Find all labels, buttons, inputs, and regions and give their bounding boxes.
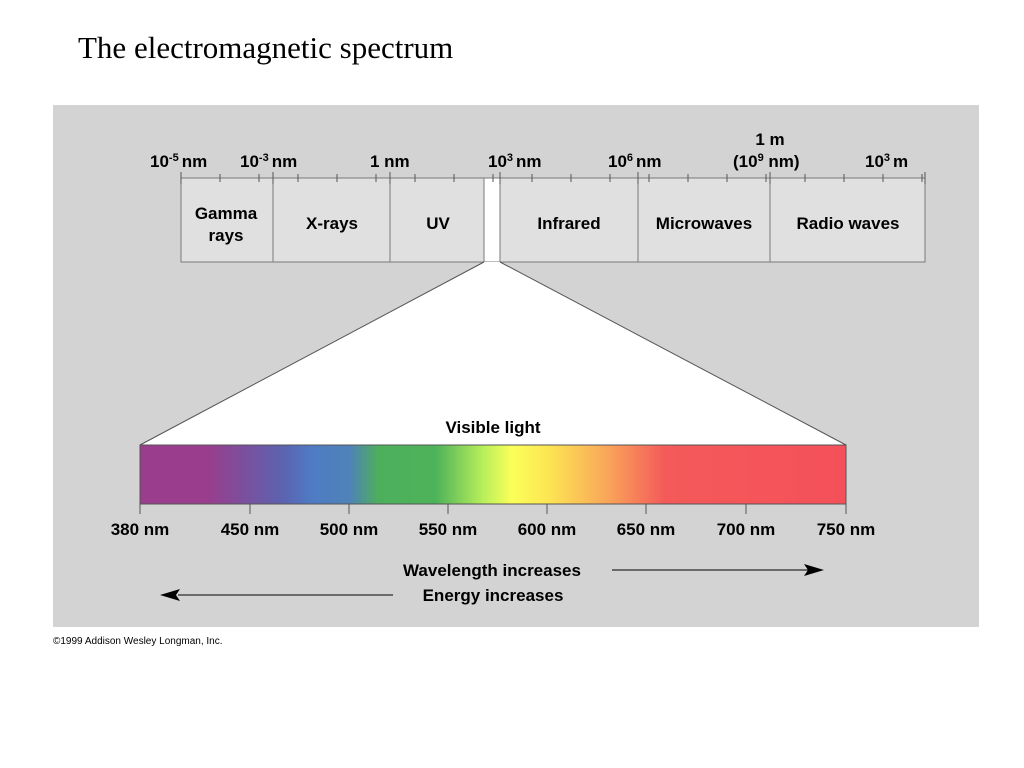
band-label-gamma-2: rays (209, 226, 244, 245)
visible-tick-label: 380 nm (111, 520, 170, 539)
visible-tick-label: 650 nm (617, 520, 676, 539)
visible-tick-label: 450 nm (221, 520, 280, 539)
band-label-infrared: Infrared (537, 214, 600, 233)
em-tick-label: 106 nm (608, 152, 662, 171)
visible-spectrum-bar (139, 444, 847, 505)
em-band-box (180, 177, 926, 263)
visible-tick-label: 750 nm (817, 520, 876, 539)
visible-light-label: Visible light (445, 418, 540, 437)
band-label-gamma: Gamma (195, 204, 258, 223)
energy-arrow-head (160, 589, 180, 601)
visible-tick-label: 700 nm (717, 520, 776, 539)
visible-tick-label: 500 nm (320, 520, 379, 539)
em-tick-label: 1 nm (370, 152, 410, 171)
visible-band-slot (483, 177, 501, 263)
zoom-line-right (499, 261, 847, 446)
one-meter-nm-label: (109 nm) (733, 152, 800, 171)
energy-label: Energy increases (423, 586, 564, 605)
band-label-uv: UV (426, 214, 450, 233)
band-label-microwaves: Microwaves (656, 214, 752, 233)
page-title: The electromagnetic spectrum (78, 30, 454, 65)
wavelength-label: Wavelength increases (403, 561, 581, 580)
copyright-note: ©1999 Addison Wesley Longman, Inc. (53, 636, 223, 647)
em-scale-ticks (180, 172, 926, 184)
em-tick-label: 103 nm (488, 152, 542, 171)
one-meter-label: 1 m (755, 130, 784, 149)
zoom-fan (140, 262, 846, 445)
em-tick-label: 10-5 nm (150, 152, 207, 171)
visible-tick-label: 600 nm (518, 520, 577, 539)
em-tick-label: 10-3 nm (240, 152, 297, 171)
wavelength-arrow-head (804, 564, 824, 576)
band-label-radio: Radio waves (797, 214, 900, 233)
visible-tick-label: 550 nm (419, 520, 478, 539)
band-label-xrays: X-rays (306, 214, 358, 233)
zoom-line-left (139, 261, 485, 446)
visible-ticks: 380 nm 450 nm 500 nm 550 nm 600 nm 650 nm 700 … (111, 504, 876, 539)
em-tick-label: 103 m (865, 152, 908, 171)
